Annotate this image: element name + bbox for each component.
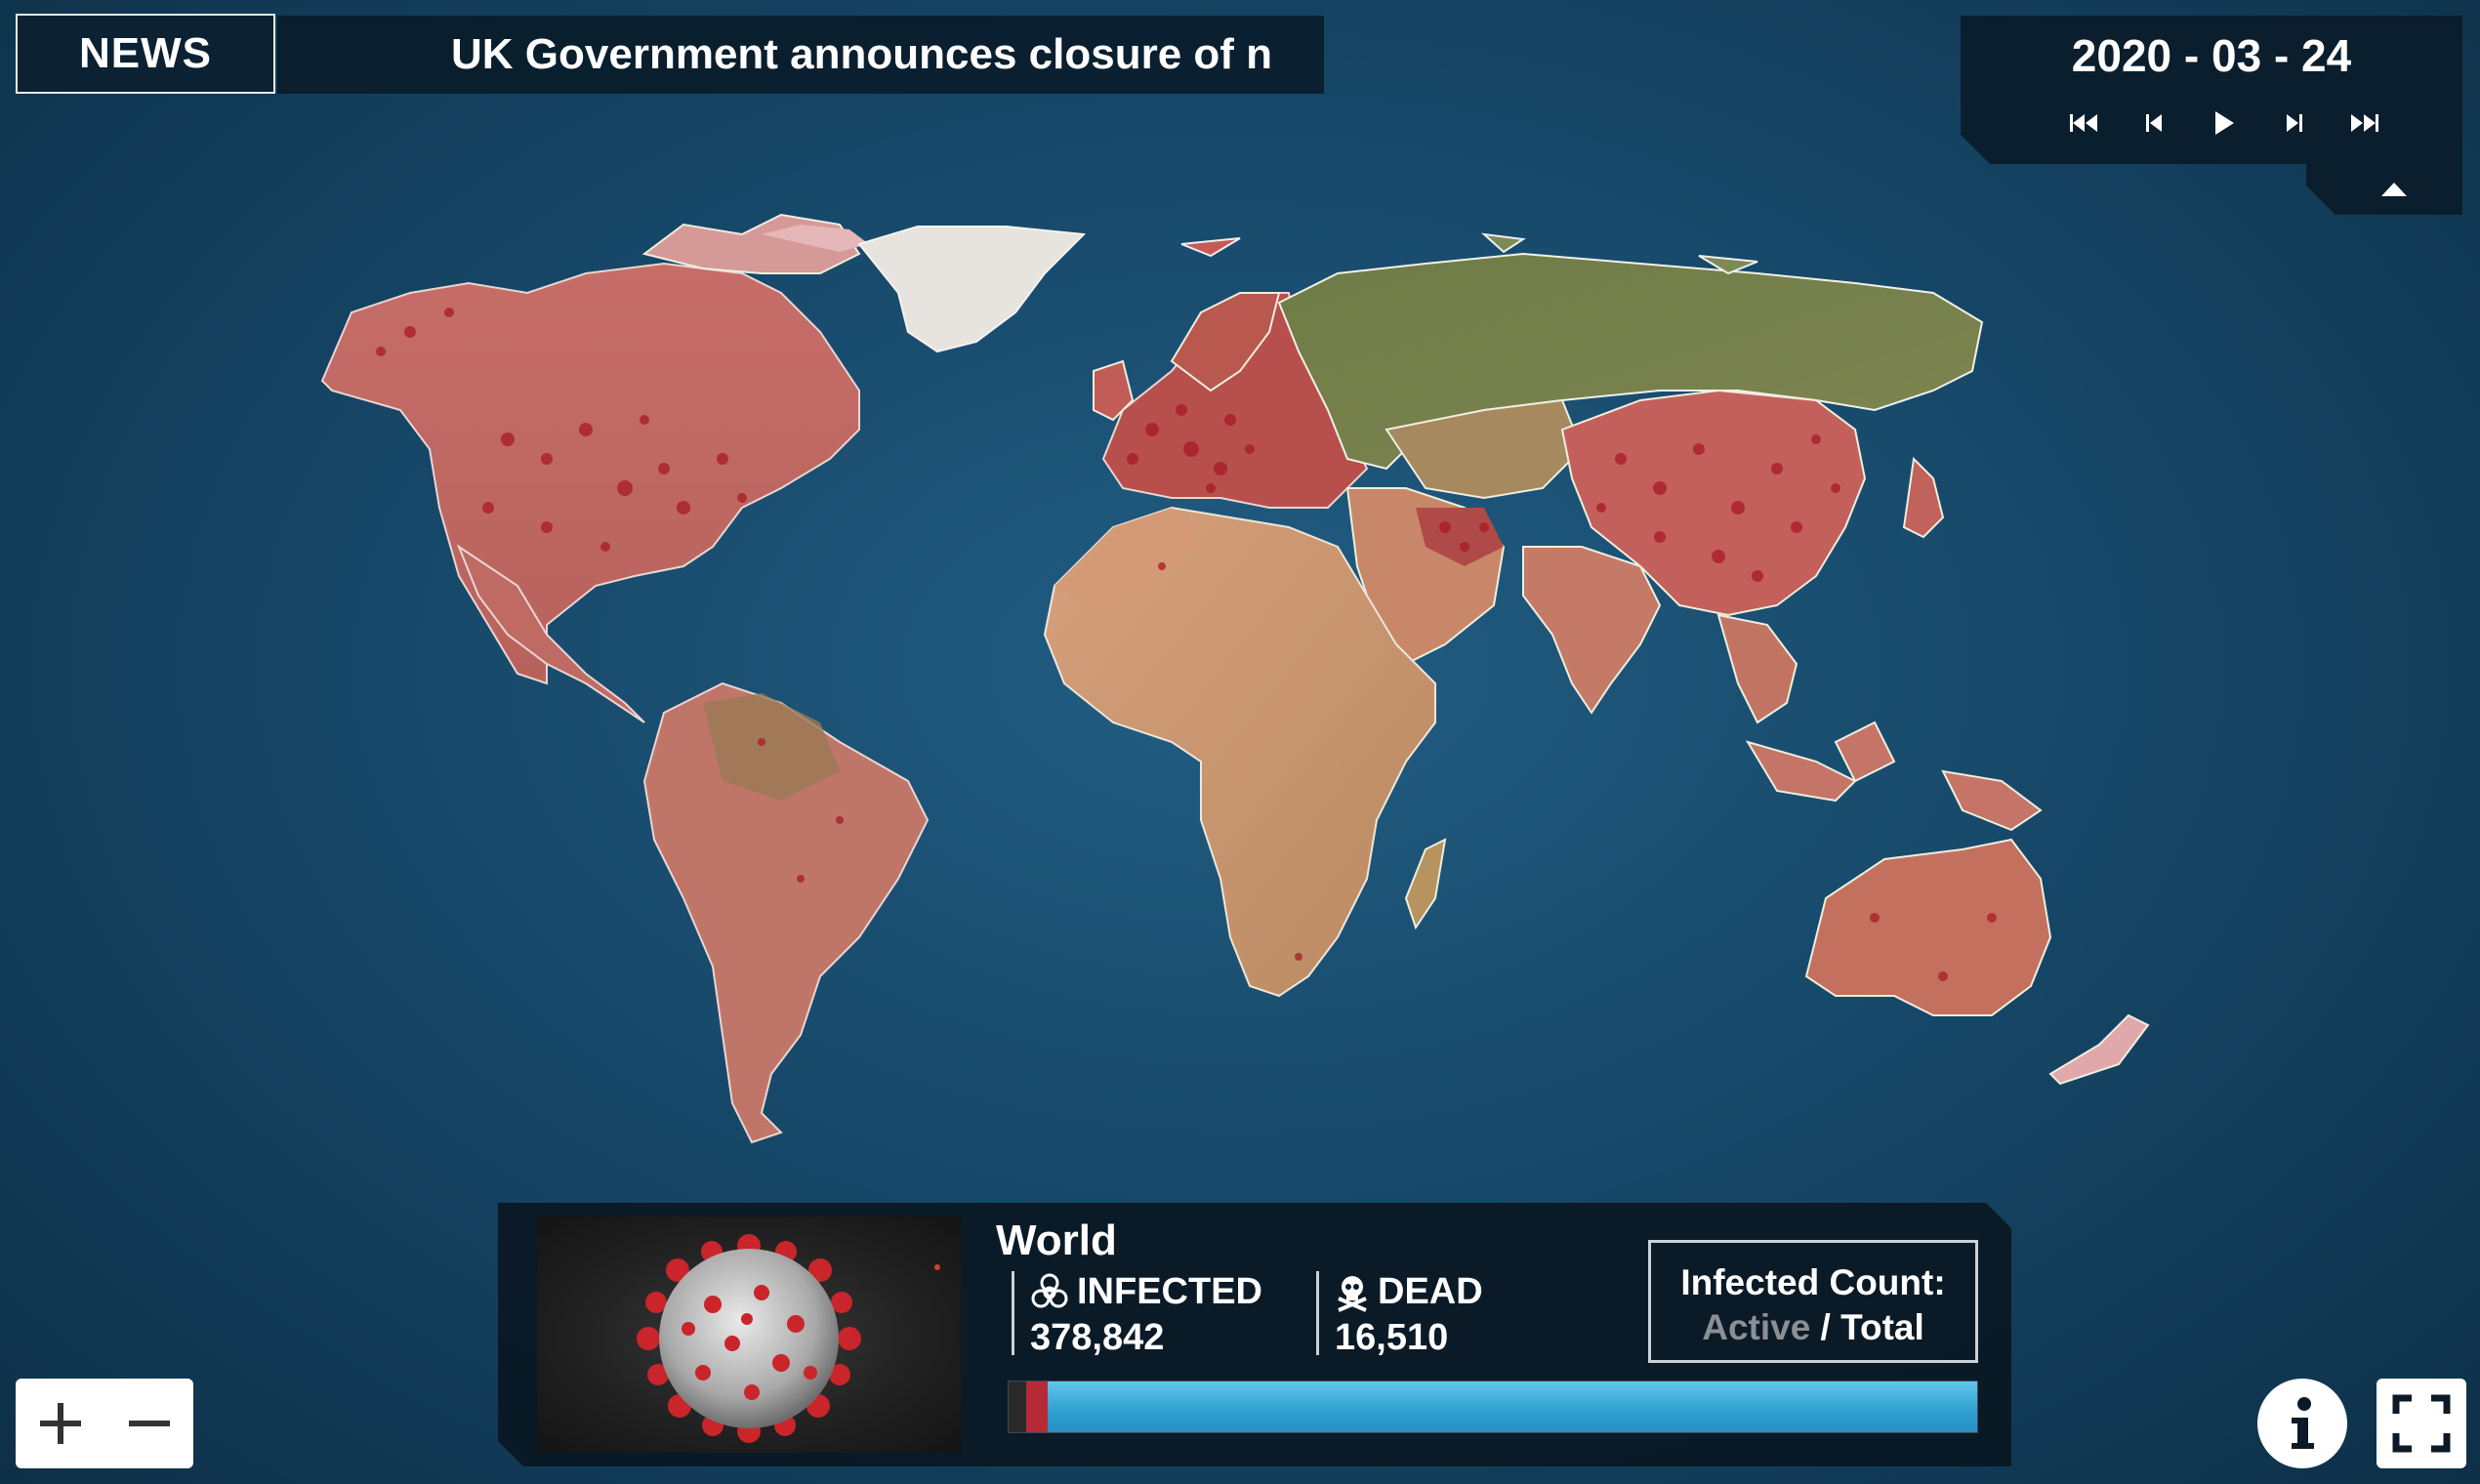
- africa: [1043, 506, 1436, 998]
- plus-icon: [39, 1403, 81, 1444]
- count-option-total[interactable]: Total: [1840, 1307, 1924, 1347]
- step-forward-icon: [2285, 111, 2304, 135]
- progress-critical-segment: [1026, 1381, 1048, 1432]
- coronavirus-icon: [537, 1216, 961, 1453]
- north-america: [320, 262, 860, 685]
- australia: [1804, 838, 2052, 1016]
- infected-count: 378,842: [1030, 1317, 1165, 1358]
- greenland: [857, 226, 1087, 353]
- india: [1522, 546, 1662, 715]
- chevron-up-icon: [2379, 181, 2409, 198]
- south-america: [642, 681, 930, 1144]
- news-label: NEWS: [16, 14, 275, 94]
- zoom-controls: [16, 1379, 193, 1468]
- infected-count-toggle[interactable]: Infected Count: Active / Total: [1648, 1240, 1978, 1363]
- collapse-timeline-button[interactable]: [2306, 164, 2462, 215]
- current-date: 2020 - 03 - 24: [2071, 30, 2352, 81]
- skip-to-end-button[interactable]: [2339, 102, 2390, 144]
- dead-label: DEAD: [1378, 1271, 1483, 1312]
- infected-stat: INFECTED 378,842: [1012, 1271, 1262, 1355]
- skip-to-end-icon: [2350, 111, 2379, 135]
- count-option-separator: /: [1810, 1307, 1841, 1347]
- progress-infected-segment: [1048, 1381, 1977, 1432]
- fullscreen-button[interactable]: [2377, 1379, 2466, 1468]
- infected-label: INFECTED: [1077, 1271, 1262, 1312]
- biohazard-icon: [1030, 1273, 1069, 1312]
- info-button[interactable]: [2257, 1379, 2347, 1468]
- skip-to-start-button[interactable]: [2058, 102, 2109, 144]
- dead-count: 16,510: [1335, 1317, 1449, 1358]
- dead-stat: DEAD 16,510: [1316, 1271, 1483, 1355]
- play-button[interactable]: [2199, 102, 2250, 144]
- virus-image: [537, 1216, 961, 1453]
- zoom-out-button[interactable]: [110, 1384, 188, 1463]
- stats-panel: World INFECTED 378,842 DEAD 16,510: [498, 1203, 2011, 1466]
- zoom-in-button[interactable]: [21, 1384, 100, 1463]
- news-headline: UK Government announces closure of n: [451, 30, 1273, 78]
- skull-icon: [1335, 1273, 1370, 1312]
- region-name: World: [996, 1216, 1117, 1264]
- step-forward-button[interactable]: [2269, 102, 2320, 144]
- timeline-controls: [2058, 102, 2390, 144]
- fullscreen-icon: [2392, 1394, 2451, 1453]
- progress-dead-segment: [1009, 1381, 1026, 1432]
- china: [1560, 389, 1867, 617]
- count-toggle-title: Infected Count:: [1680, 1262, 1946, 1302]
- skip-to-start-icon: [2069, 111, 2098, 135]
- info-icon: [2292, 1397, 2314, 1449]
- timeline-panel: 2020 - 03 - 24: [1961, 16, 2462, 164]
- step-back-icon: [2144, 111, 2164, 135]
- count-option-active[interactable]: Active: [1702, 1307, 1811, 1347]
- news-ticker: UK Government announces closure of n: [277, 16, 1324, 94]
- step-back-button[interactable]: [2129, 102, 2179, 144]
- play-icon: [2212, 109, 2236, 137]
- infection-progress-bar: [1008, 1381, 1978, 1433]
- minus-icon: [128, 1421, 170, 1426]
